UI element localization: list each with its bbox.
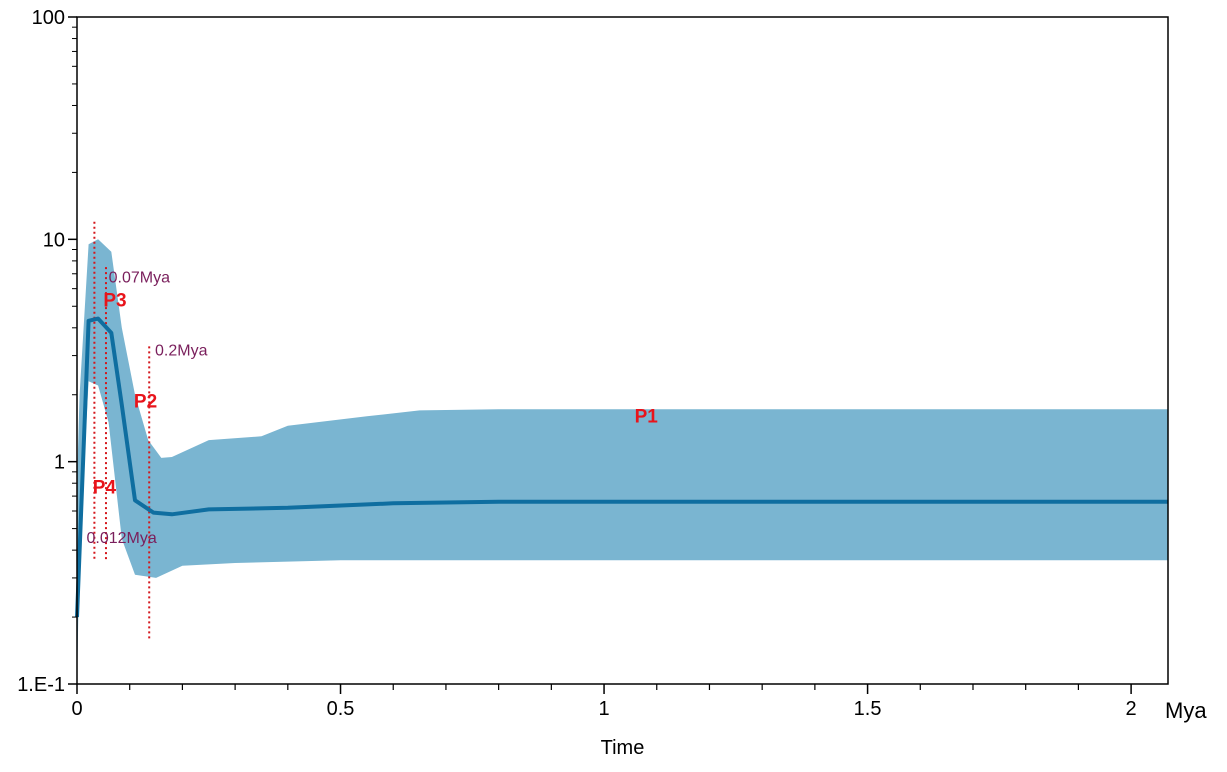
time-label-2: 0.2Mya xyxy=(155,343,208,360)
period-label-p2: P2 xyxy=(134,392,157,413)
x-tick-label: 0 xyxy=(71,698,82,720)
plot-background xyxy=(77,17,1168,684)
x-tick-label: 2 xyxy=(1126,698,1137,720)
period-label-p3: P3 xyxy=(103,290,126,311)
confidence-band xyxy=(77,239,1168,685)
median-line xyxy=(75,316,1168,618)
y-tick-label: 1.E-1 xyxy=(17,674,65,696)
x-axis-unit: Mya xyxy=(1165,698,1207,723)
axes-frame xyxy=(76,16,1169,685)
x-axis-title: Time xyxy=(601,737,645,759)
time-label-3: 0.012Mya xyxy=(86,530,156,547)
x-tick-label: 0.5 xyxy=(327,698,355,720)
annotations: P1 P2 P3 P4 0.07Mya 0.2Mya 0.012Mya xyxy=(86,269,658,547)
y-tick-label: 1 xyxy=(54,452,65,474)
period-label-p1: P1 xyxy=(635,407,659,428)
time-label-1: 0.07Mya xyxy=(109,269,170,286)
y-tick-label: 100 xyxy=(32,7,65,29)
confidence-band-group xyxy=(77,239,1168,685)
period-markers xyxy=(93,221,151,639)
y-tick-label: 10 xyxy=(43,229,65,251)
period-label-p4: P4 xyxy=(93,477,117,498)
plot-frame xyxy=(76,16,1169,685)
x-tick-label: 1 xyxy=(598,698,609,720)
x-tick-label: 1.5 xyxy=(854,698,882,720)
median-line-group xyxy=(75,316,1168,618)
axis-ticks: 0 0.5 1 1.5 2 1.E-1 1 10 100 xyxy=(17,7,1136,720)
plot-area xyxy=(77,17,1168,684)
